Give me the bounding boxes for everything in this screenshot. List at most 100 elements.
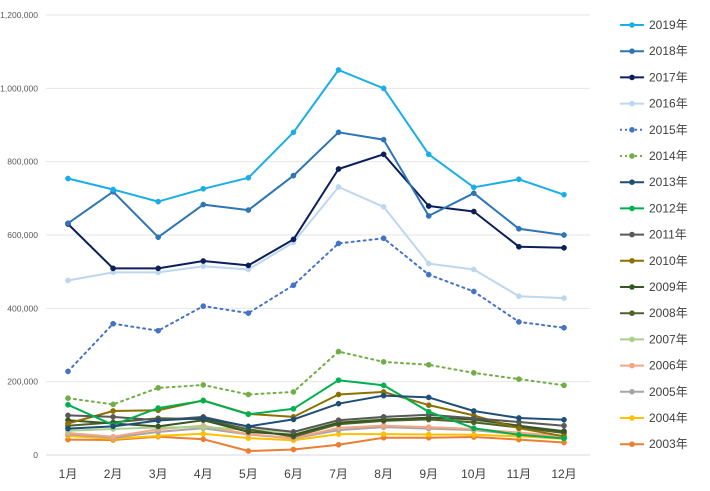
series-line	[67, 237, 565, 373]
data-point	[516, 176, 522, 183]
data-point	[561, 324, 567, 331]
data-point	[110, 423, 116, 430]
series-2016年	[65, 184, 567, 301]
data-point	[470, 425, 477, 432]
data-point	[290, 282, 297, 289]
data-point	[200, 201, 207, 208]
legend-label: 2004年	[649, 411, 688, 425]
legend-label: 2010年	[649, 254, 688, 268]
data-point	[110, 320, 116, 327]
x-tick-label: 10月	[461, 467, 486, 481]
data-point	[425, 203, 432, 209]
legend: 2019年 2018年 2017年 2016年 2015年 2014年 2013年 2012年…	[620, 18, 688, 451]
data-point	[245, 448, 252, 454]
data-point	[290, 405, 297, 412]
legend-item: 2016年	[620, 97, 688, 111]
legend-item: 2003年	[620, 437, 688, 451]
data-point	[470, 370, 477, 376]
legend-item: 2012年	[620, 201, 688, 215]
data-point	[65, 277, 71, 284]
series-2015年	[65, 235, 567, 375]
legend-item: 2008年	[620, 306, 688, 320]
y-tick-label: 200,000	[7, 377, 38, 387]
series-line	[67, 394, 565, 430]
data-point	[470, 208, 477, 215]
data-point	[516, 319, 522, 325]
data-point	[425, 402, 432, 408]
legend-label: 2019年	[649, 18, 688, 32]
data-point	[380, 431, 387, 437]
series-line	[67, 350, 565, 406]
data-point	[245, 207, 252, 213]
data-point	[380, 235, 387, 242]
series-line	[67, 131, 565, 239]
data-point	[155, 327, 162, 334]
data-point	[65, 420, 71, 427]
data-point	[335, 417, 342, 424]
y-tick-label: 400,000	[7, 303, 38, 313]
legend-swatch-marker	[629, 231, 635, 238]
data-point	[380, 422, 387, 429]
legend-item: 2013年	[620, 175, 688, 189]
data-point	[245, 429, 252, 435]
data-point	[561, 435, 567, 442]
data-point	[155, 265, 162, 272]
legend-item: 2005年	[620, 385, 688, 399]
legend-item: 2009年	[620, 280, 688, 294]
data-point	[155, 198, 162, 205]
legend-swatch-marker	[629, 205, 635, 212]
legend-swatch-marker	[629, 415, 635, 421]
data-point	[425, 431, 432, 438]
data-point	[155, 385, 162, 391]
series-line	[67, 413, 565, 433]
legend-item: 2019年	[620, 18, 688, 32]
data-point	[200, 258, 207, 264]
data-point	[425, 361, 432, 368]
y-tick-label: 1,000,000	[0, 83, 38, 93]
series-line	[67, 426, 565, 440]
data-point	[425, 394, 432, 401]
series-line	[67, 379, 565, 440]
series-line	[67, 69, 565, 203]
legend-swatch-marker	[629, 48, 635, 54]
data-point	[290, 389, 297, 395]
data-point	[380, 85, 387, 92]
legend-item: 2017年	[620, 70, 688, 84]
data-point	[425, 260, 432, 267]
data-point	[200, 263, 207, 270]
data-point	[65, 368, 71, 375]
legend-item: 2010年	[620, 254, 688, 268]
data-point	[200, 415, 207, 421]
data-point	[380, 392, 387, 399]
series-2012年	[65, 377, 567, 442]
data-point	[155, 417, 162, 424]
data-point	[561, 191, 567, 198]
legend-swatch-marker	[629, 100, 635, 107]
legend-label: 2005年	[649, 385, 688, 399]
data-point	[110, 408, 116, 414]
data-point	[561, 422, 567, 429]
series-line	[67, 416, 565, 436]
legend-item: 2006年	[620, 359, 688, 373]
data-point	[335, 400, 342, 407]
data-point	[380, 151, 387, 158]
data-point	[470, 184, 477, 191]
data-point	[335, 166, 342, 172]
data-point	[470, 415, 477, 422]
data-point	[155, 423, 162, 430]
data-point	[470, 408, 477, 414]
data-point	[200, 436, 207, 443]
data-point	[65, 175, 71, 182]
series-2014年	[65, 348, 567, 408]
x-tick-label: 1月	[59, 467, 78, 481]
legend-label: 2017年	[649, 70, 688, 84]
series-line	[67, 186, 565, 300]
data-point	[290, 446, 297, 453]
data-point	[65, 401, 71, 408]
series-line	[67, 432, 565, 442]
legend-swatch-marker	[629, 310, 635, 317]
data-point	[110, 414, 116, 420]
data-point	[380, 359, 387, 365]
data-point	[335, 391, 342, 398]
series-line	[67, 153, 565, 270]
